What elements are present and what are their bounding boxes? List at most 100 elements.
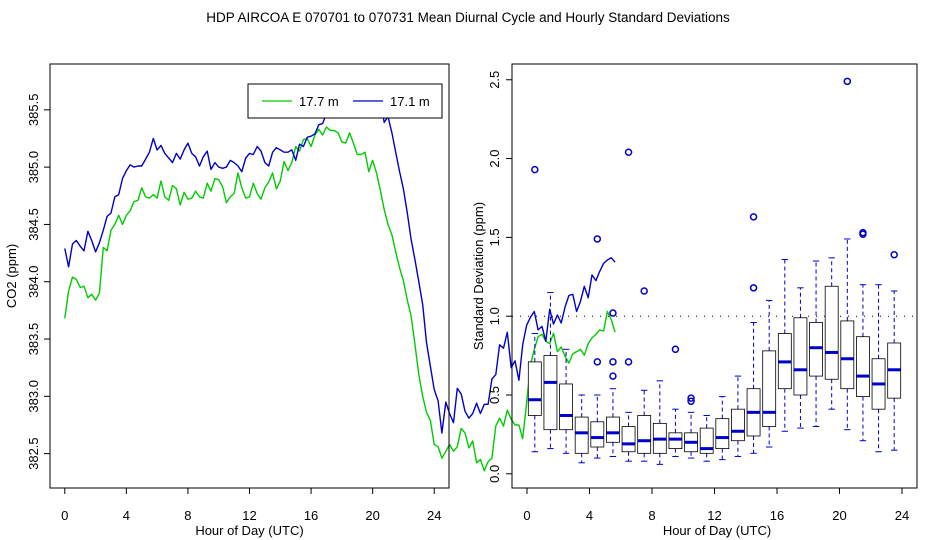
x-tick-label: 20 <box>832 508 846 523</box>
boxplot <box>840 77 855 431</box>
y-tick-label: 1.0 <box>487 307 502 325</box>
outlier-point <box>687 397 695 406</box>
y-tick-label: 2.5 <box>487 71 502 89</box>
left-axes: 0 4 8 12 16 20 24 382.5 383.0 383.5 384.0 384.5 385.… <box>26 94 441 523</box>
boxplot <box>621 148 636 462</box>
iqr-box <box>590 421 605 448</box>
iqr-box <box>715 418 730 449</box>
iqr-box <box>637 415 652 454</box>
outlier-point <box>593 235 602 243</box>
boxplot <box>887 250 902 451</box>
x-tick-label: 8 <box>648 508 655 523</box>
legend: 17.7 m 17.1 m <box>247 83 443 119</box>
boxplot <box>590 235 605 459</box>
outlier-point <box>609 372 617 380</box>
x-tick-label: 4 <box>123 508 130 523</box>
outlier-point <box>609 358 617 366</box>
x-tick-label: 24 <box>427 508 441 523</box>
iqr-box <box>809 322 823 377</box>
y-tick-label: 384.5 <box>26 208 41 241</box>
right-y-axis-label: Standard Deviation (ppm) <box>471 202 486 350</box>
y-tick-label: 2.0 <box>487 150 502 168</box>
legend-label-17-1m: 17.1 m <box>390 94 430 109</box>
boxplot <box>856 228 870 442</box>
iqr-box <box>824 285 839 380</box>
outlier-point <box>531 165 539 174</box>
outlier-point <box>671 345 680 354</box>
outlier-point <box>749 213 758 221</box>
boxplot <box>731 375 745 457</box>
outlier-point <box>624 358 633 366</box>
x-tick-label: 8 <box>184 508 191 523</box>
outlier-point <box>843 77 852 86</box>
outlier-point <box>687 394 695 402</box>
boxplot <box>527 165 542 453</box>
boxplot <box>606 309 620 457</box>
boxplot <box>543 292 558 450</box>
boxplot <box>762 299 777 448</box>
boxplot <box>793 287 808 429</box>
outlier-point <box>749 284 758 292</box>
outlier-point <box>593 358 602 366</box>
x-tick-label: 24 <box>895 508 909 523</box>
boxplots <box>527 77 902 465</box>
iqr-box <box>621 426 636 453</box>
iqr-box <box>527 361 542 416</box>
y-tick-label: 0.0 <box>487 465 502 483</box>
boxplot <box>809 260 823 428</box>
outlier-point <box>859 228 867 237</box>
y-tick-label: 382.5 <box>26 437 41 470</box>
iqr-box <box>543 355 558 431</box>
mean-diurnal-cycle-panel: 0 4 8 12 16 20 24 382.5 383.0 383.5 384.0 384.5 385.… <box>4 63 616 538</box>
y-tick-label: 384.0 <box>26 265 41 298</box>
y-tick-label: 383.5 <box>26 323 41 356</box>
right-axes: 0 4 8 12 16 20 24 0.0 0.5 1.0 1.5 2.0 2.5 <box>487 71 909 523</box>
outlier-point <box>609 309 617 317</box>
x-tick-label: 0 <box>61 508 68 523</box>
boxplot <box>746 213 761 454</box>
outlier-point <box>890 250 898 259</box>
outlier-point <box>640 287 648 295</box>
boxplot <box>777 258 792 432</box>
boxplot <box>684 394 698 459</box>
x-tick-label: 0 <box>523 508 530 523</box>
figure-title: HDP AIRCOA E 070701 to 070731 Mean Diurn… <box>206 10 730 25</box>
legend-label-17-7m: 17.7 m <box>299 94 339 109</box>
iqr-box <box>606 416 620 443</box>
y-tick-label: 0.5 <box>487 386 502 404</box>
x-tick-label: 16 <box>770 508 784 523</box>
left-y-axis-label: CO2 (ppm) <box>4 244 19 308</box>
x-tick-label: 12 <box>707 508 721 523</box>
hourly-std-dev-panel: 0 4 8 12 16 20 24 0.0 0.5 1.0 1.5 2.0 2.5 Hour of Da… <box>471 63 918 538</box>
iqr-box <box>731 408 745 442</box>
iqr-box <box>668 432 683 449</box>
x-tick-label: 12 <box>242 508 256 523</box>
iqr-box <box>762 350 777 427</box>
y-tick-label: 385.5 <box>26 94 41 127</box>
y-tick-label: 383.0 <box>26 380 41 413</box>
iqr-box <box>856 336 870 397</box>
y-tick-label: 1.5 <box>487 228 502 246</box>
iqr-box <box>699 427 714 454</box>
left-plot-frame <box>49 63 450 489</box>
boxplot <box>574 394 589 464</box>
left-x-axis-label: Hour of Day (UTC) <box>195 523 303 538</box>
iqr-box <box>840 320 855 390</box>
boxplot <box>668 345 683 457</box>
x-tick-label: 20 <box>365 508 379 523</box>
x-tick-label: 4 <box>586 508 593 523</box>
boxplot <box>559 348 573 454</box>
series-line-17-7-m <box>64 126 616 472</box>
boxplot <box>652 380 667 465</box>
boxplot <box>824 257 839 410</box>
boxplot <box>715 396 730 461</box>
outlier-point <box>624 148 633 157</box>
boxplot <box>699 414 714 462</box>
iqr-box <box>574 416 589 454</box>
iqr-box <box>793 317 808 396</box>
boxplot <box>871 284 886 453</box>
boxplot <box>637 287 652 462</box>
x-tick-label: 16 <box>304 508 318 523</box>
y-tick-label: 385.0 <box>26 151 41 184</box>
